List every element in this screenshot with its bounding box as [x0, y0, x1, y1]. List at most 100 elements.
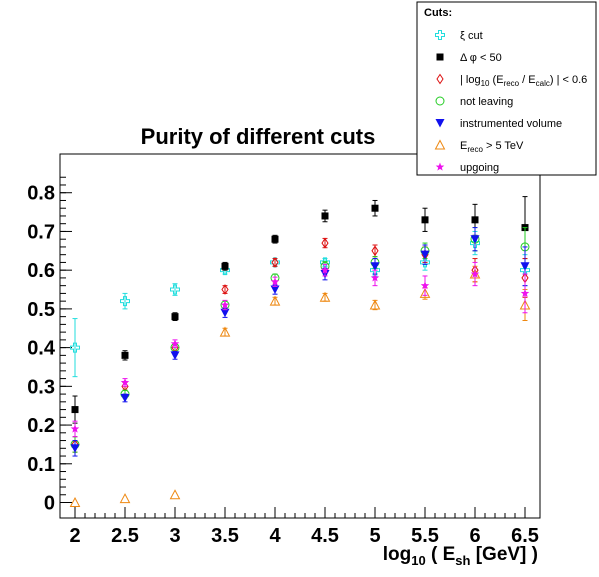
- legend-label-part: E: [460, 140, 467, 152]
- y-tick-label: 0: [44, 493, 55, 515]
- x-tick-label: 5.5: [411, 525, 439, 547]
- legend-entry: upgoing: [435, 162, 499, 174]
- data-point: [321, 212, 329, 220]
- data-point: [371, 204, 379, 212]
- data-point: [321, 237, 329, 249]
- x-tick-label: 6.5: [511, 525, 539, 547]
- data-point: [471, 216, 479, 224]
- series-6: [70, 261, 530, 438]
- legend-label-part: ) | < 0.6: [550, 74, 587, 86]
- legend-marker: [435, 30, 445, 40]
- data-point: [171, 313, 179, 321]
- data-point: [120, 377, 130, 387]
- x-axis-title: log10 ( Esh [GeV] ): [383, 544, 538, 568]
- legend-marker: [435, 119, 445, 128]
- data-point: [170, 351, 180, 360]
- series-4: [70, 227, 530, 457]
- data-point: [420, 281, 430, 290]
- x-axis: 2 2.5 3 3.5 4 4.5 5 5.5 6 6.5: [69, 507, 539, 547]
- data-point: [120, 296, 130, 307]
- x-tick-label: 2.5: [111, 525, 139, 547]
- x-tick-label: 3.5: [211, 525, 239, 547]
- data-point: [170, 284, 180, 295]
- legend-label: upgoing: [460, 162, 499, 174]
- legend-label: not leaving: [460, 96, 513, 108]
- y-axis: 0 0.1 0.2 0.3 0.4 0.5 0.6 0.7 0.8: [27, 176, 72, 515]
- legend-entry: Δ φ < 50: [436, 52, 502, 64]
- data-point: [271, 257, 279, 268]
- data-point: [119, 493, 131, 504]
- x-tick-label: 4: [269, 525, 281, 547]
- x-axis-title-sub: 10: [411, 553, 425, 568]
- x-tick-label: 3: [169, 525, 180, 547]
- legend-label-part: reco: [467, 145, 483, 154]
- y-tick-label: 0.8: [27, 183, 55, 205]
- legend-label-part: (E: [490, 74, 504, 86]
- legend-entry: Ereco > 5 TeV: [434, 139, 524, 154]
- y-tick-label: 0.1: [27, 454, 55, 476]
- data-point: [470, 235, 480, 244]
- data-point: [70, 424, 80, 433]
- legend-label: Δ φ < 50: [460, 52, 502, 64]
- data-point: [271, 235, 279, 243]
- legend-label-part: / E: [519, 74, 536, 86]
- legend-label-part: > 5 TeV: [483, 140, 524, 152]
- legend-marker: [436, 53, 444, 61]
- data-point: [169, 489, 181, 500]
- legend-marker: [436, 73, 444, 85]
- data-point: [470, 238, 480, 249]
- data-point: [420, 257, 430, 268]
- data-point: [70, 342, 80, 353]
- data-point: [520, 288, 530, 298]
- legend-label: ξ cut: [460, 30, 483, 42]
- x-tick-label: 2: [69, 525, 80, 547]
- legend-box: [416, 1, 597, 176]
- legend-title: Cuts:: [424, 7, 452, 19]
- y-tick-label: 0.7: [27, 221, 55, 243]
- data-point: [221, 284, 229, 295]
- legend-entry: not leaving: [435, 96, 513, 108]
- data-series: [69, 196, 531, 508]
- legend-entry: | log10 (Ereco / Ecalc) | < 0.6: [436, 73, 587, 88]
- x-axis-title-mid: ( E: [426, 544, 456, 565]
- data-point: [421, 216, 429, 224]
- legend-label-part: 10: [481, 79, 490, 88]
- data-point: [319, 291, 331, 302]
- x-tick-label: 4.5: [311, 525, 339, 547]
- data-point: [270, 285, 280, 295]
- data-point: [70, 444, 80, 453]
- data-point: [520, 265, 530, 276]
- legend-entry: ξ cut: [435, 30, 483, 42]
- x-tick-label: 5: [369, 525, 380, 547]
- legend-label-part: reco: [504, 79, 520, 88]
- data-point: [69, 496, 81, 508]
- legend-label-part: calc: [536, 79, 550, 88]
- legend-label-part: | log: [460, 74, 481, 86]
- data-point: [120, 393, 130, 403]
- legend-marker: [434, 139, 446, 150]
- plot-frame: [59, 153, 541, 519]
- legend-marker: [435, 162, 445, 171]
- legend-entry: instrumented volume: [435, 118, 562, 130]
- x-axis-title-sub2: sh: [455, 553, 470, 568]
- x-tick-label: 6: [469, 525, 480, 547]
- data-point: [121, 351, 129, 359]
- x-axis-title-end: [GeV] ): [470, 544, 538, 565]
- data-point: [370, 262, 380, 271]
- data-point: [219, 326, 231, 337]
- y-tick-label: 0.3: [27, 376, 55, 398]
- data-point: [320, 257, 330, 268]
- data-point: [371, 245, 379, 257]
- y-tick-label: 0.2: [27, 415, 55, 437]
- data-point: [370, 273, 380, 282]
- data-point: [269, 295, 281, 306]
- data-point: [419, 287, 431, 298]
- data-point: [220, 308, 230, 318]
- data-point: [170, 339, 180, 348]
- legend-label: instrumented volume: [460, 118, 562, 130]
- data-point: [369, 299, 381, 310]
- data-point: [270, 277, 280, 286]
